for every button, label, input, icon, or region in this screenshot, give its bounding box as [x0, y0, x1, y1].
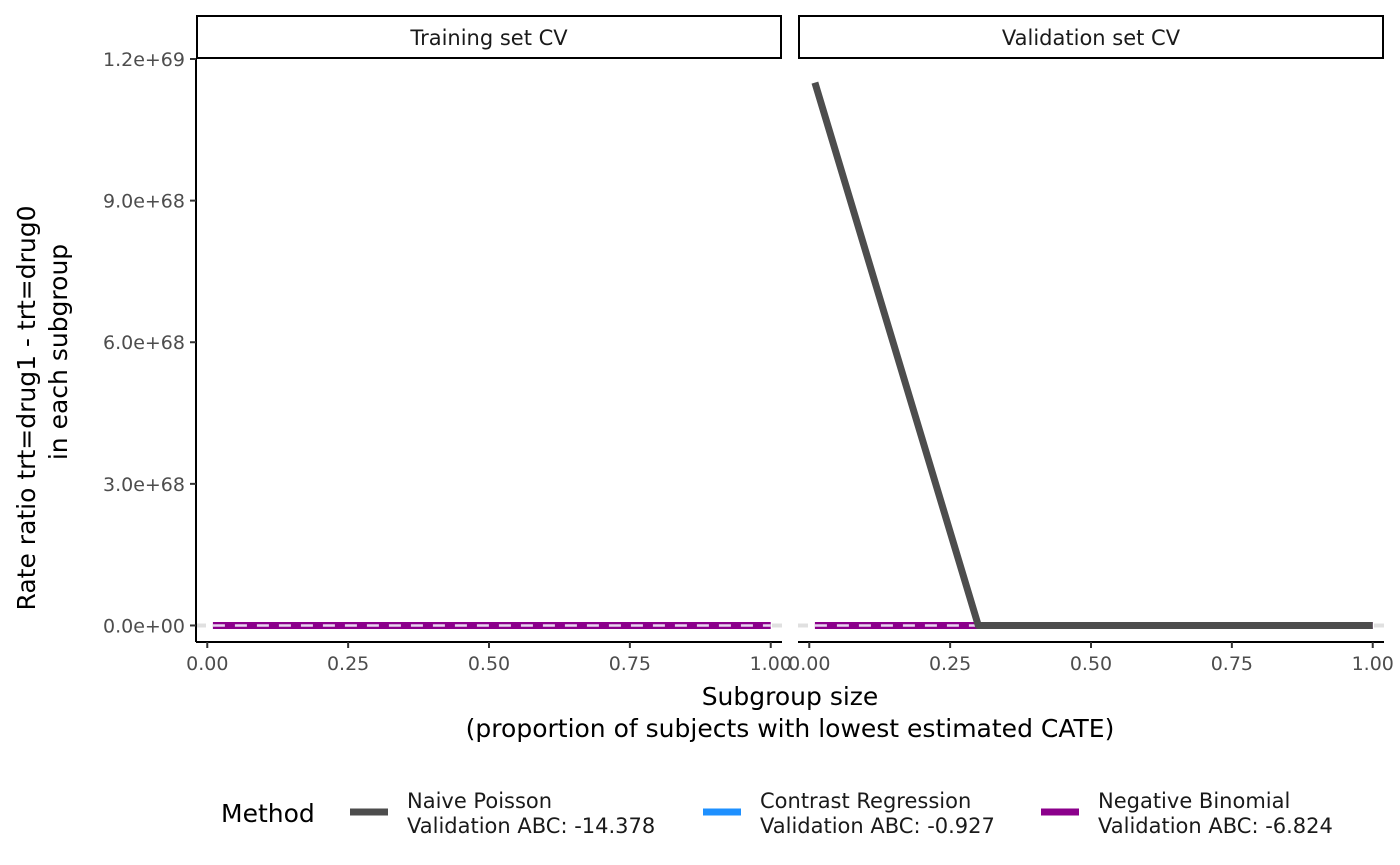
x-tick-label: 0.50: [1070, 653, 1112, 675]
x-tick-label: 1.00: [1352, 653, 1394, 675]
legend-label-line2: Validation ABC: -14.378: [407, 814, 655, 838]
legend-title: Method: [221, 799, 315, 828]
facet-strip: [196, 15, 782, 59]
legend-label-line1: Contrast Regression: [760, 789, 971, 813]
facet-strip: [798, 15, 1384, 59]
facet-strip-label: Training set CV: [409, 26, 568, 50]
facet-panels: Training set CV0.00 0.25 0.50 0.75 1.00Valid…: [186, 15, 1394, 675]
x-tick-label: 0.25: [327, 653, 369, 675]
y-tick-label: 9.0e+68: [103, 191, 185, 213]
x-tick-label: 0.75: [609, 653, 651, 675]
x-tick-label: 0.50: [468, 653, 510, 675]
y-tick-label: 0.0e+00: [103, 615, 185, 637]
facet-strip-label: Validation set CV: [1002, 26, 1181, 50]
x-axis-title-line1: Subgroup size: [702, 682, 879, 711]
y-tick-label: 3.0e+68: [103, 474, 185, 496]
y-axis: 0.0e+00 3.0e+68 6.0e+68 9.0e+68 1.2e+69: [103, 49, 196, 637]
legend-label-line2: Validation ABC: -0.927: [760, 814, 995, 838]
x-tick-label: 1.00: [750, 653, 792, 675]
x-tick-label: 0.00: [186, 653, 228, 675]
facet-panel: Validation set CV 0.00 0.25 0.50 0.75 1.00: [788, 15, 1394, 675]
legend-label-line1: Naive Poisson: [407, 789, 552, 813]
x-tick-label: 0.25: [929, 653, 971, 675]
y-axis-title-line2: in each subgroup: [44, 244, 73, 460]
x-tick-label: 0.00: [788, 653, 830, 675]
x-axis-title-line2: (proportion of subjects with lowest esti…: [466, 714, 1115, 743]
legend-label-line1: Negative Binomial: [1098, 789, 1290, 813]
legend-label-line2: Validation ABC: -6.824: [1098, 814, 1333, 838]
y-axis-title-line1: Rate ratio trt=drug1 - trt=drug0: [12, 206, 41, 611]
series-line: [811, 81, 1373, 629]
y-tick-label: 1.2e+69: [103, 49, 185, 71]
facet-panel: Training set CV 0.00 0.25 0.50 0.75 1.00: [186, 15, 792, 675]
y-tick-label: 6.0e+68: [103, 332, 185, 354]
x-tick-label: 0.75: [1211, 653, 1253, 675]
